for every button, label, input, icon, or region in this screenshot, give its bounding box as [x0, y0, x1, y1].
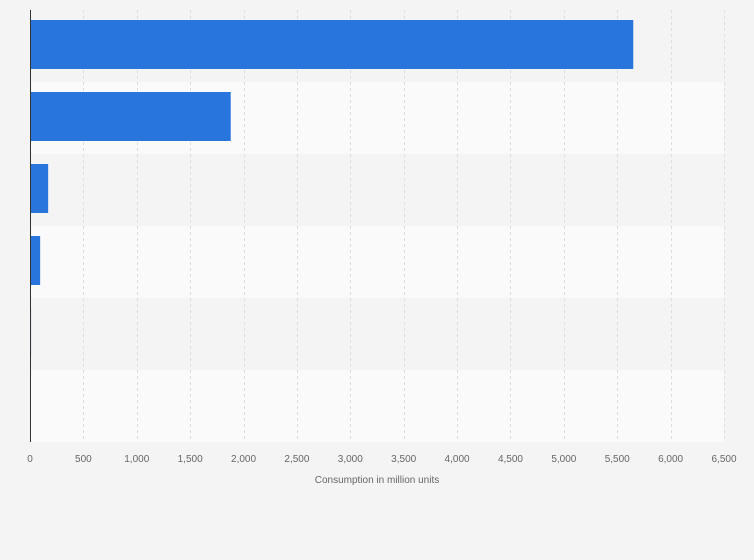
bar[interactable]: [30, 20, 634, 69]
gridlines: [83, 10, 725, 442]
x-tick-label: 5,000: [551, 454, 576, 465]
x-tick-label: 1,500: [178, 454, 203, 465]
x-tick-label: 3,000: [338, 454, 363, 465]
x-tick-label: 2,500: [284, 454, 309, 465]
x-tick-label: 0: [27, 454, 33, 465]
x-tick-label: 5,500: [605, 454, 630, 465]
x-tick-label: 2,000: [231, 454, 256, 465]
x-tick-label: 500: [75, 454, 92, 465]
row-band: [30, 154, 724, 226]
bar[interactable]: [30, 236, 41, 285]
x-tick-labels: 0 500 1,000 1,500 2,000 2,500 3,000 3,500 4,000 4…: [27, 454, 737, 465]
row-band: [30, 370, 724, 442]
row-band: [30, 226, 724, 298]
row-bands: [30, 10, 724, 442]
bar[interactable]: [30, 164, 49, 213]
x-tick-label: 4,500: [498, 454, 523, 465]
x-tick-label: 6,500: [711, 454, 736, 465]
x-tick-label: 3,500: [391, 454, 416, 465]
x-axis-title: Consumption in million units: [315, 475, 440, 486]
x-tick-label: 1,000: [124, 454, 149, 465]
x-tick-label: 6,000: [658, 454, 683, 465]
bars: [30, 20, 634, 357]
x-tick-label: 4,000: [445, 454, 470, 465]
bar[interactable]: [30, 92, 231, 141]
row-band: [30, 298, 724, 370]
